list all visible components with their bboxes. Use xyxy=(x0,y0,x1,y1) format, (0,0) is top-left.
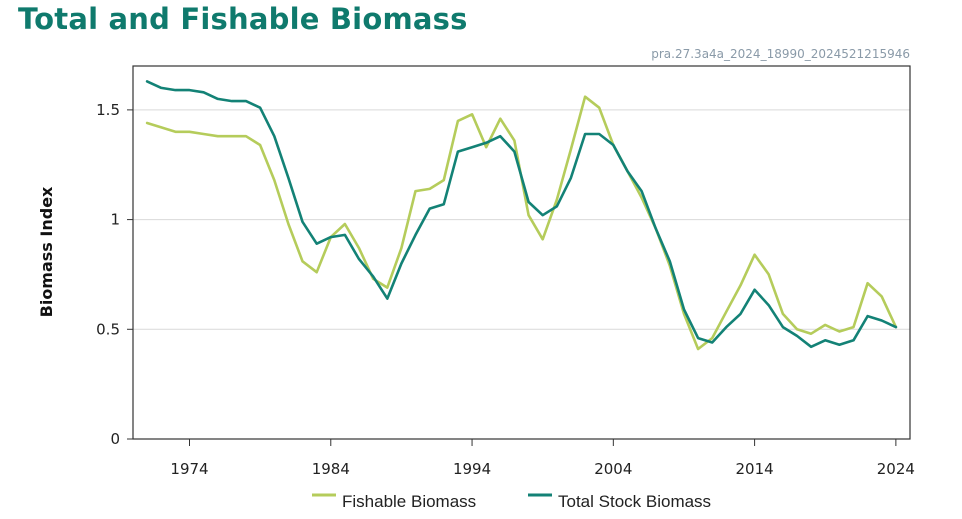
x-tick-label: 2024 xyxy=(877,460,915,478)
y-tick-label: 1 xyxy=(110,211,120,229)
series-lines xyxy=(145,80,898,351)
legend-label-fishable: Fishable Biomass xyxy=(342,492,476,511)
total-stock-biomass-line xyxy=(145,80,898,349)
legend: Fishable Biomass Total Stock Biomass xyxy=(312,492,711,511)
x-tick-label: 1984 xyxy=(312,460,350,478)
x-tick-label: 2014 xyxy=(736,460,774,478)
page-title: Total and Fishable Biomass xyxy=(18,2,468,36)
gridlines xyxy=(133,109,910,330)
x-tick-label: 2004 xyxy=(594,460,632,478)
legend-label-total: Total Stock Biomass xyxy=(558,492,711,511)
plot-frame xyxy=(132,65,911,440)
fishable-biomass-line xyxy=(145,95,898,351)
y-axis-label: Biomass Index xyxy=(37,186,56,317)
y-tick-label: 0.5 xyxy=(96,320,120,338)
x-tick-label: 1974 xyxy=(170,460,208,478)
x-axis-ticks: 1974 1984 1994 2004 2014 2024 xyxy=(170,439,915,478)
x-tick-label: 1994 xyxy=(453,460,491,478)
y-tick-label: 1.5 xyxy=(96,101,120,119)
y-tick-label: 0 xyxy=(110,430,120,448)
stock-identifier: pra.27.3a4a_2024_18990_2024521215946 xyxy=(651,47,910,61)
y-axis-ticks: 0 0.5 1 1.5 xyxy=(96,101,133,448)
